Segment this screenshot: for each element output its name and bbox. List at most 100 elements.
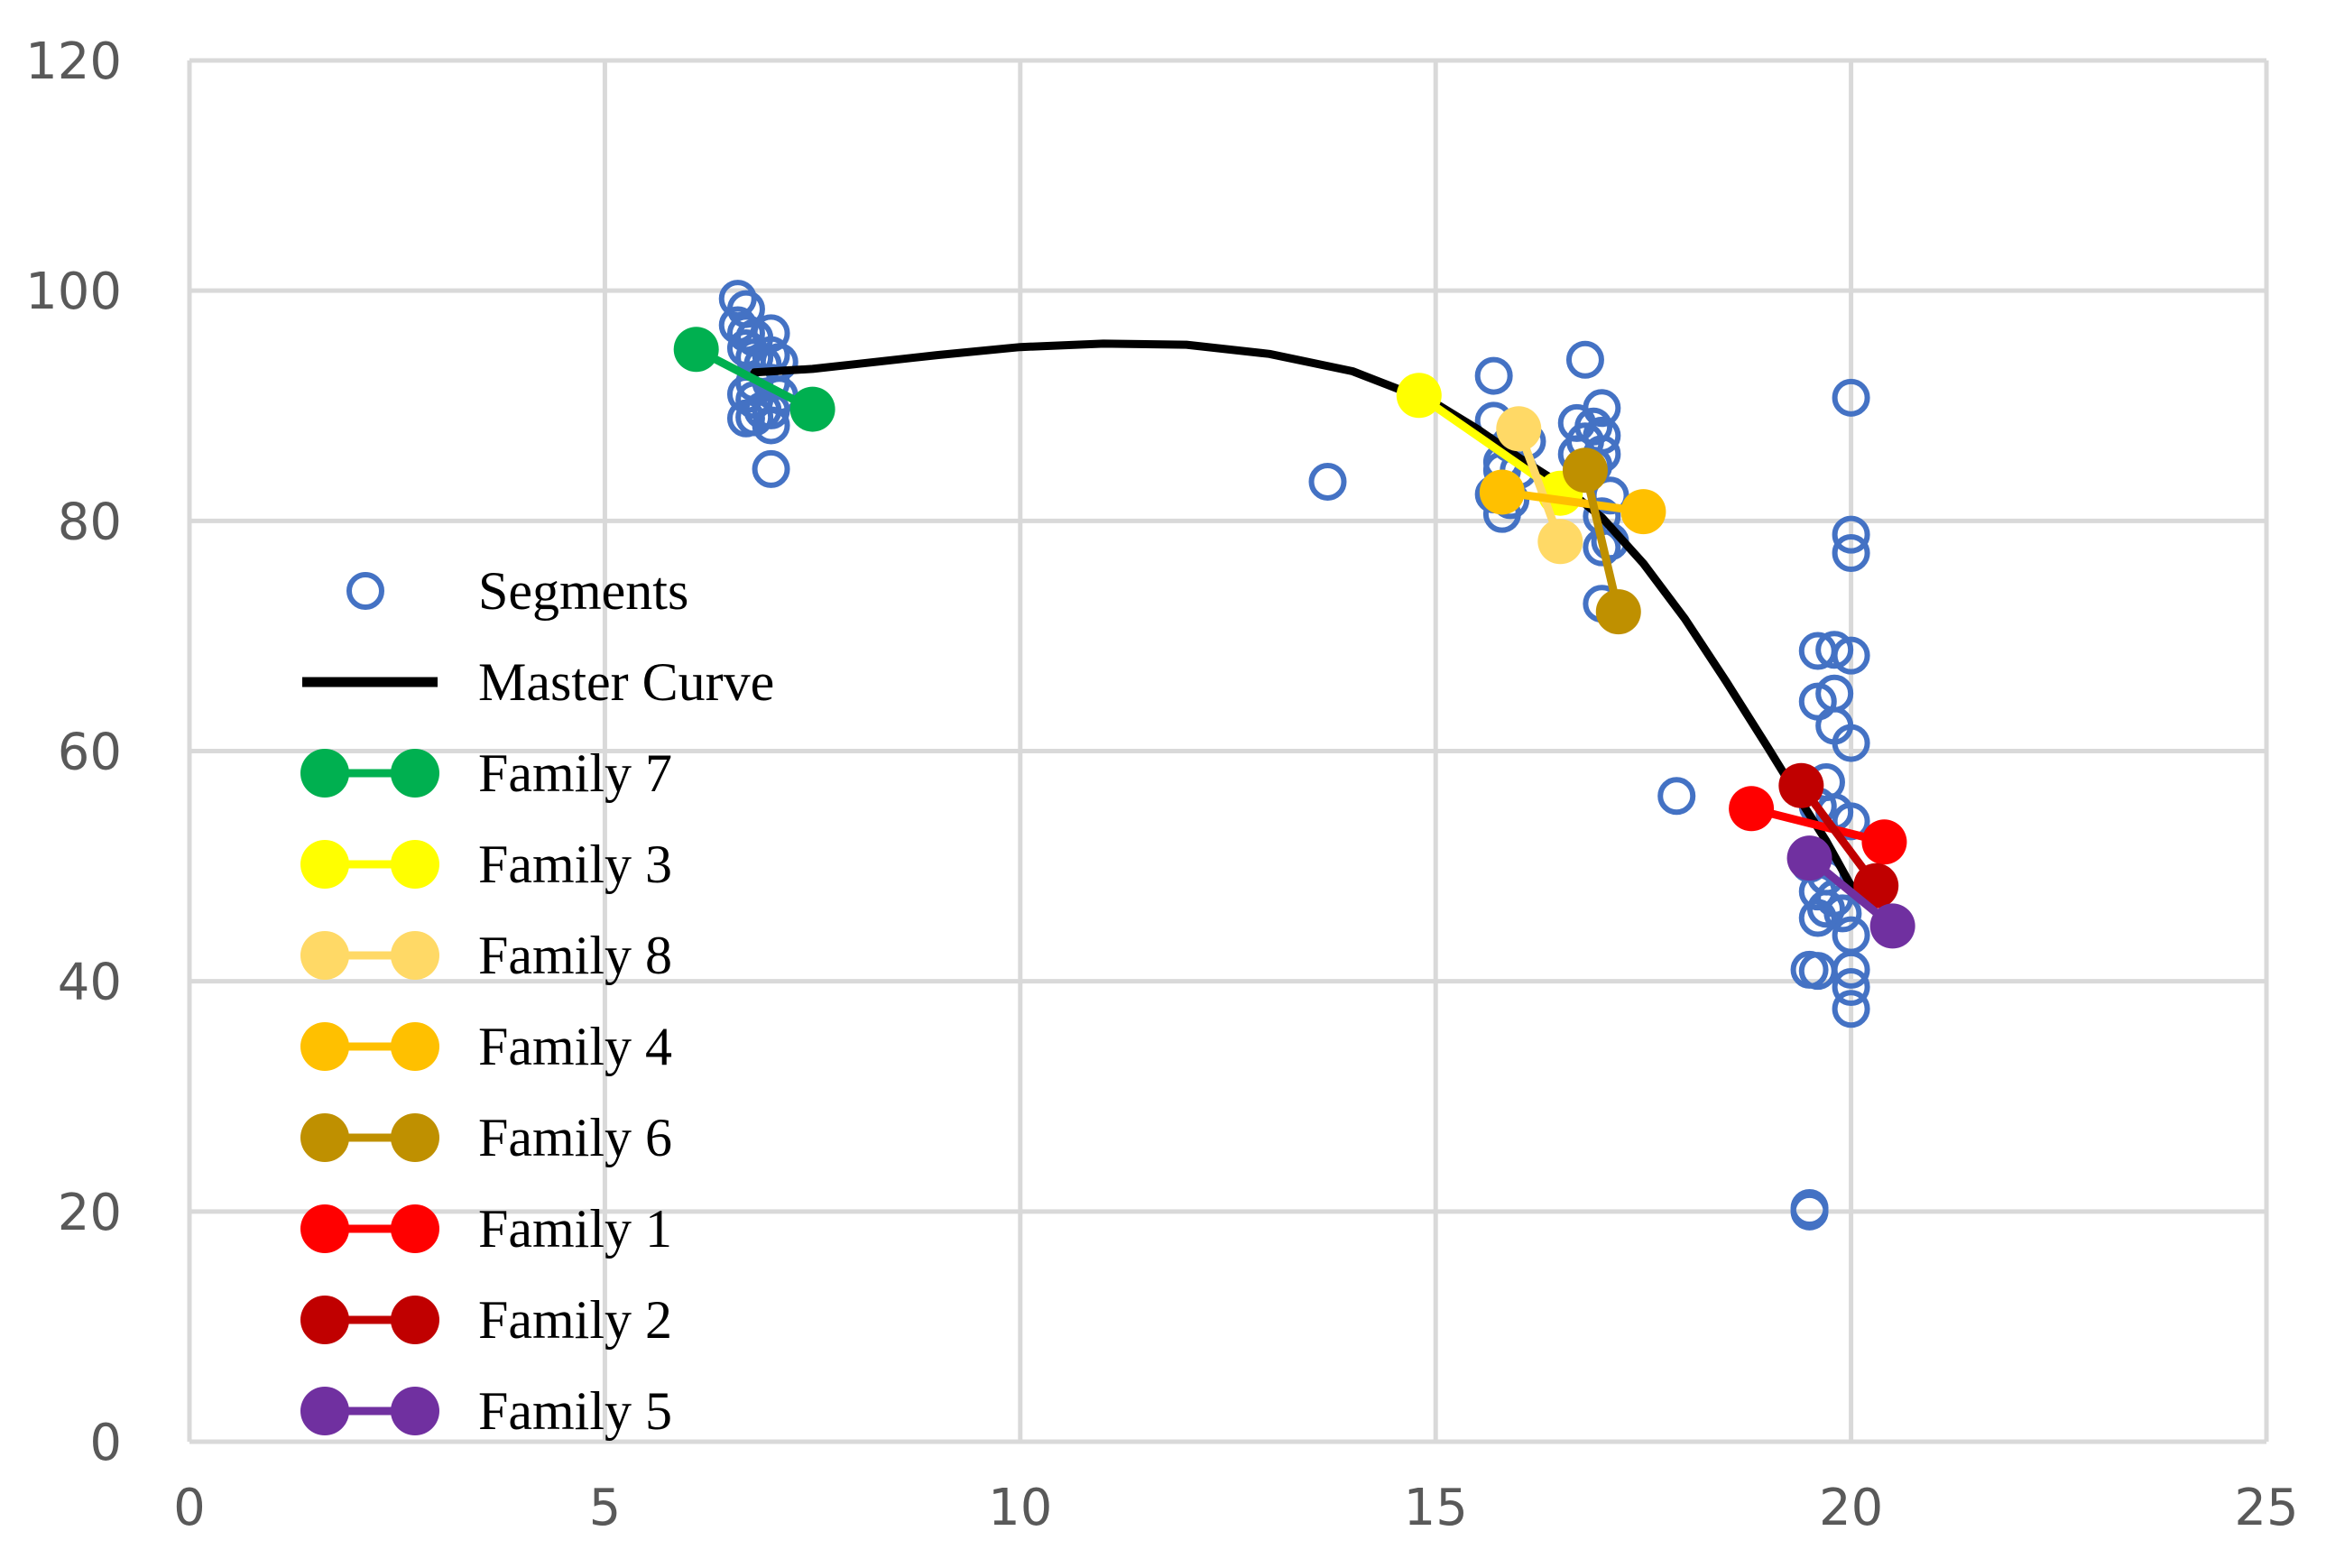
series-family-5: [1786, 835, 1915, 949]
family-line: [1581, 466, 1623, 616]
series-family-7: [673, 327, 835, 432]
segment-point: [1832, 990, 1870, 1028]
family-point: [1562, 447, 1608, 493]
series-family-1: [1729, 786, 1907, 865]
family-point: [1861, 819, 1907, 865]
legend-marker-dot: [300, 840, 349, 889]
family-line: [1498, 487, 1648, 516]
segment-point: [1832, 515, 1870, 554]
x-tick-label: 5: [589, 1479, 622, 1537]
legend-marker-dot: [300, 931, 349, 980]
legend-marker-dot: [391, 1113, 439, 1162]
segment-point: [1823, 894, 1862, 933]
legend-label: Family 3: [478, 835, 672, 894]
segment-point: [1832, 534, 1870, 573]
series-segments: [718, 280, 1870, 1231]
family-point: [1786, 835, 1832, 881]
segment-point: [752, 449, 790, 488]
x-tick-label: 15: [1404, 1479, 1468, 1537]
segment-point: [1565, 340, 1604, 379]
legend-marker-dot: [300, 1022, 349, 1071]
legend-marker-dot: [300, 749, 349, 798]
legend-marker-segments: [346, 572, 384, 610]
segment-point: [1832, 968, 1870, 1007]
segment-point: [1798, 899, 1837, 937]
legend-item: Family 7: [300, 743, 672, 803]
legend-label: Master Curve: [478, 652, 774, 712]
legend-item: Segments: [346, 561, 688, 621]
family-point: [1479, 469, 1525, 515]
family-point: [1778, 762, 1824, 808]
x-tick-label: 20: [1819, 1479, 1883, 1537]
family-point: [1869, 903, 1915, 949]
segment-point: [1474, 356, 1513, 395]
y-tick-label: 120: [25, 32, 122, 91]
x-tick-label: 10: [988, 1479, 1052, 1537]
family-point: [1620, 489, 1666, 535]
legend-label: Family 4: [478, 1017, 672, 1076]
legend: Segments Master Curve Family 7 Family 3 Fami…: [300, 561, 774, 1441]
legend-marker-dot: [300, 1204, 349, 1253]
legend-item: Family 4: [300, 1017, 672, 1076]
legend-marker-dot: [300, 1387, 349, 1435]
y-tick-label: 0: [89, 1414, 122, 1472]
legend-marker-dot: [391, 1296, 439, 1344]
segment-point: [1832, 724, 1870, 762]
family-point: [1729, 786, 1775, 832]
legend-marker-dot: [391, 931, 439, 980]
legend-item: Family 3: [300, 835, 672, 894]
gridlines: [187, 58, 2269, 1444]
segment-point: [1806, 890, 1845, 928]
segment-point: [1308, 462, 1347, 501]
legend-item: Family 2: [300, 1290, 672, 1350]
family-point: [1496, 406, 1542, 452]
legend-item: Family 5: [300, 1381, 672, 1441]
legend-label: Family 1: [478, 1199, 672, 1259]
legend-item: Master Curve: [302, 652, 774, 712]
legend-label: Segments: [478, 561, 688, 621]
legend-label: Family 6: [478, 1108, 672, 1167]
series-family-8: [1496, 406, 1583, 565]
segment-point: [1832, 950, 1870, 989]
y-tick-label: 20: [58, 1184, 122, 1242]
axis-tick-labels: 0 5 10 15 20 25 0 20 40 60 80 100 120: [25, 32, 2299, 1537]
legend-label: Family 2: [478, 1290, 672, 1350]
segment-point: [726, 399, 765, 438]
legend-marker-dot: [391, 1022, 439, 1071]
segment-point: [1832, 636, 1870, 675]
x-tick-label: 25: [2234, 1479, 2298, 1537]
segment-point: [1657, 777, 1696, 816]
legend-label: Family 8: [478, 926, 672, 985]
legend-marker-dot: [391, 840, 439, 889]
legend-marker-dot: [391, 1387, 439, 1435]
series-family-6: [1562, 447, 1641, 635]
legend-label: Family 7: [478, 743, 672, 803]
segment-point: [1815, 631, 1854, 669]
plot-series: [673, 280, 1915, 1231]
y-tick-label: 40: [58, 954, 122, 1012]
family-line: [1747, 804, 1888, 846]
family-point: [1853, 862, 1899, 909]
legend-marker-dot: [391, 749, 439, 798]
series-family-4: [1479, 469, 1666, 535]
y-tick-label: 60: [58, 724, 122, 782]
family-point: [673, 327, 719, 373]
legend-marker-dot: [300, 1296, 349, 1344]
segment-point: [752, 406, 790, 445]
legend-marker-dot: [391, 1204, 439, 1253]
y-tick-label: 80: [58, 493, 122, 551]
master-curve-line: [750, 339, 1856, 890]
y-tick-label: 100: [25, 263, 122, 321]
legend-item: Family 8: [300, 926, 672, 985]
series-master-curve: [750, 339, 1856, 890]
family-point: [1595, 589, 1641, 635]
segment-point: [718, 280, 757, 318]
family-point: [1396, 373, 1442, 419]
family-point: [1537, 519, 1583, 565]
legend-item: Family 1: [300, 1199, 672, 1259]
legend-marker-dot: [300, 1113, 349, 1162]
segment-point: [1832, 378, 1870, 417]
series-family-2: [1778, 762, 1899, 909]
x-tick-label: 0: [173, 1479, 206, 1537]
